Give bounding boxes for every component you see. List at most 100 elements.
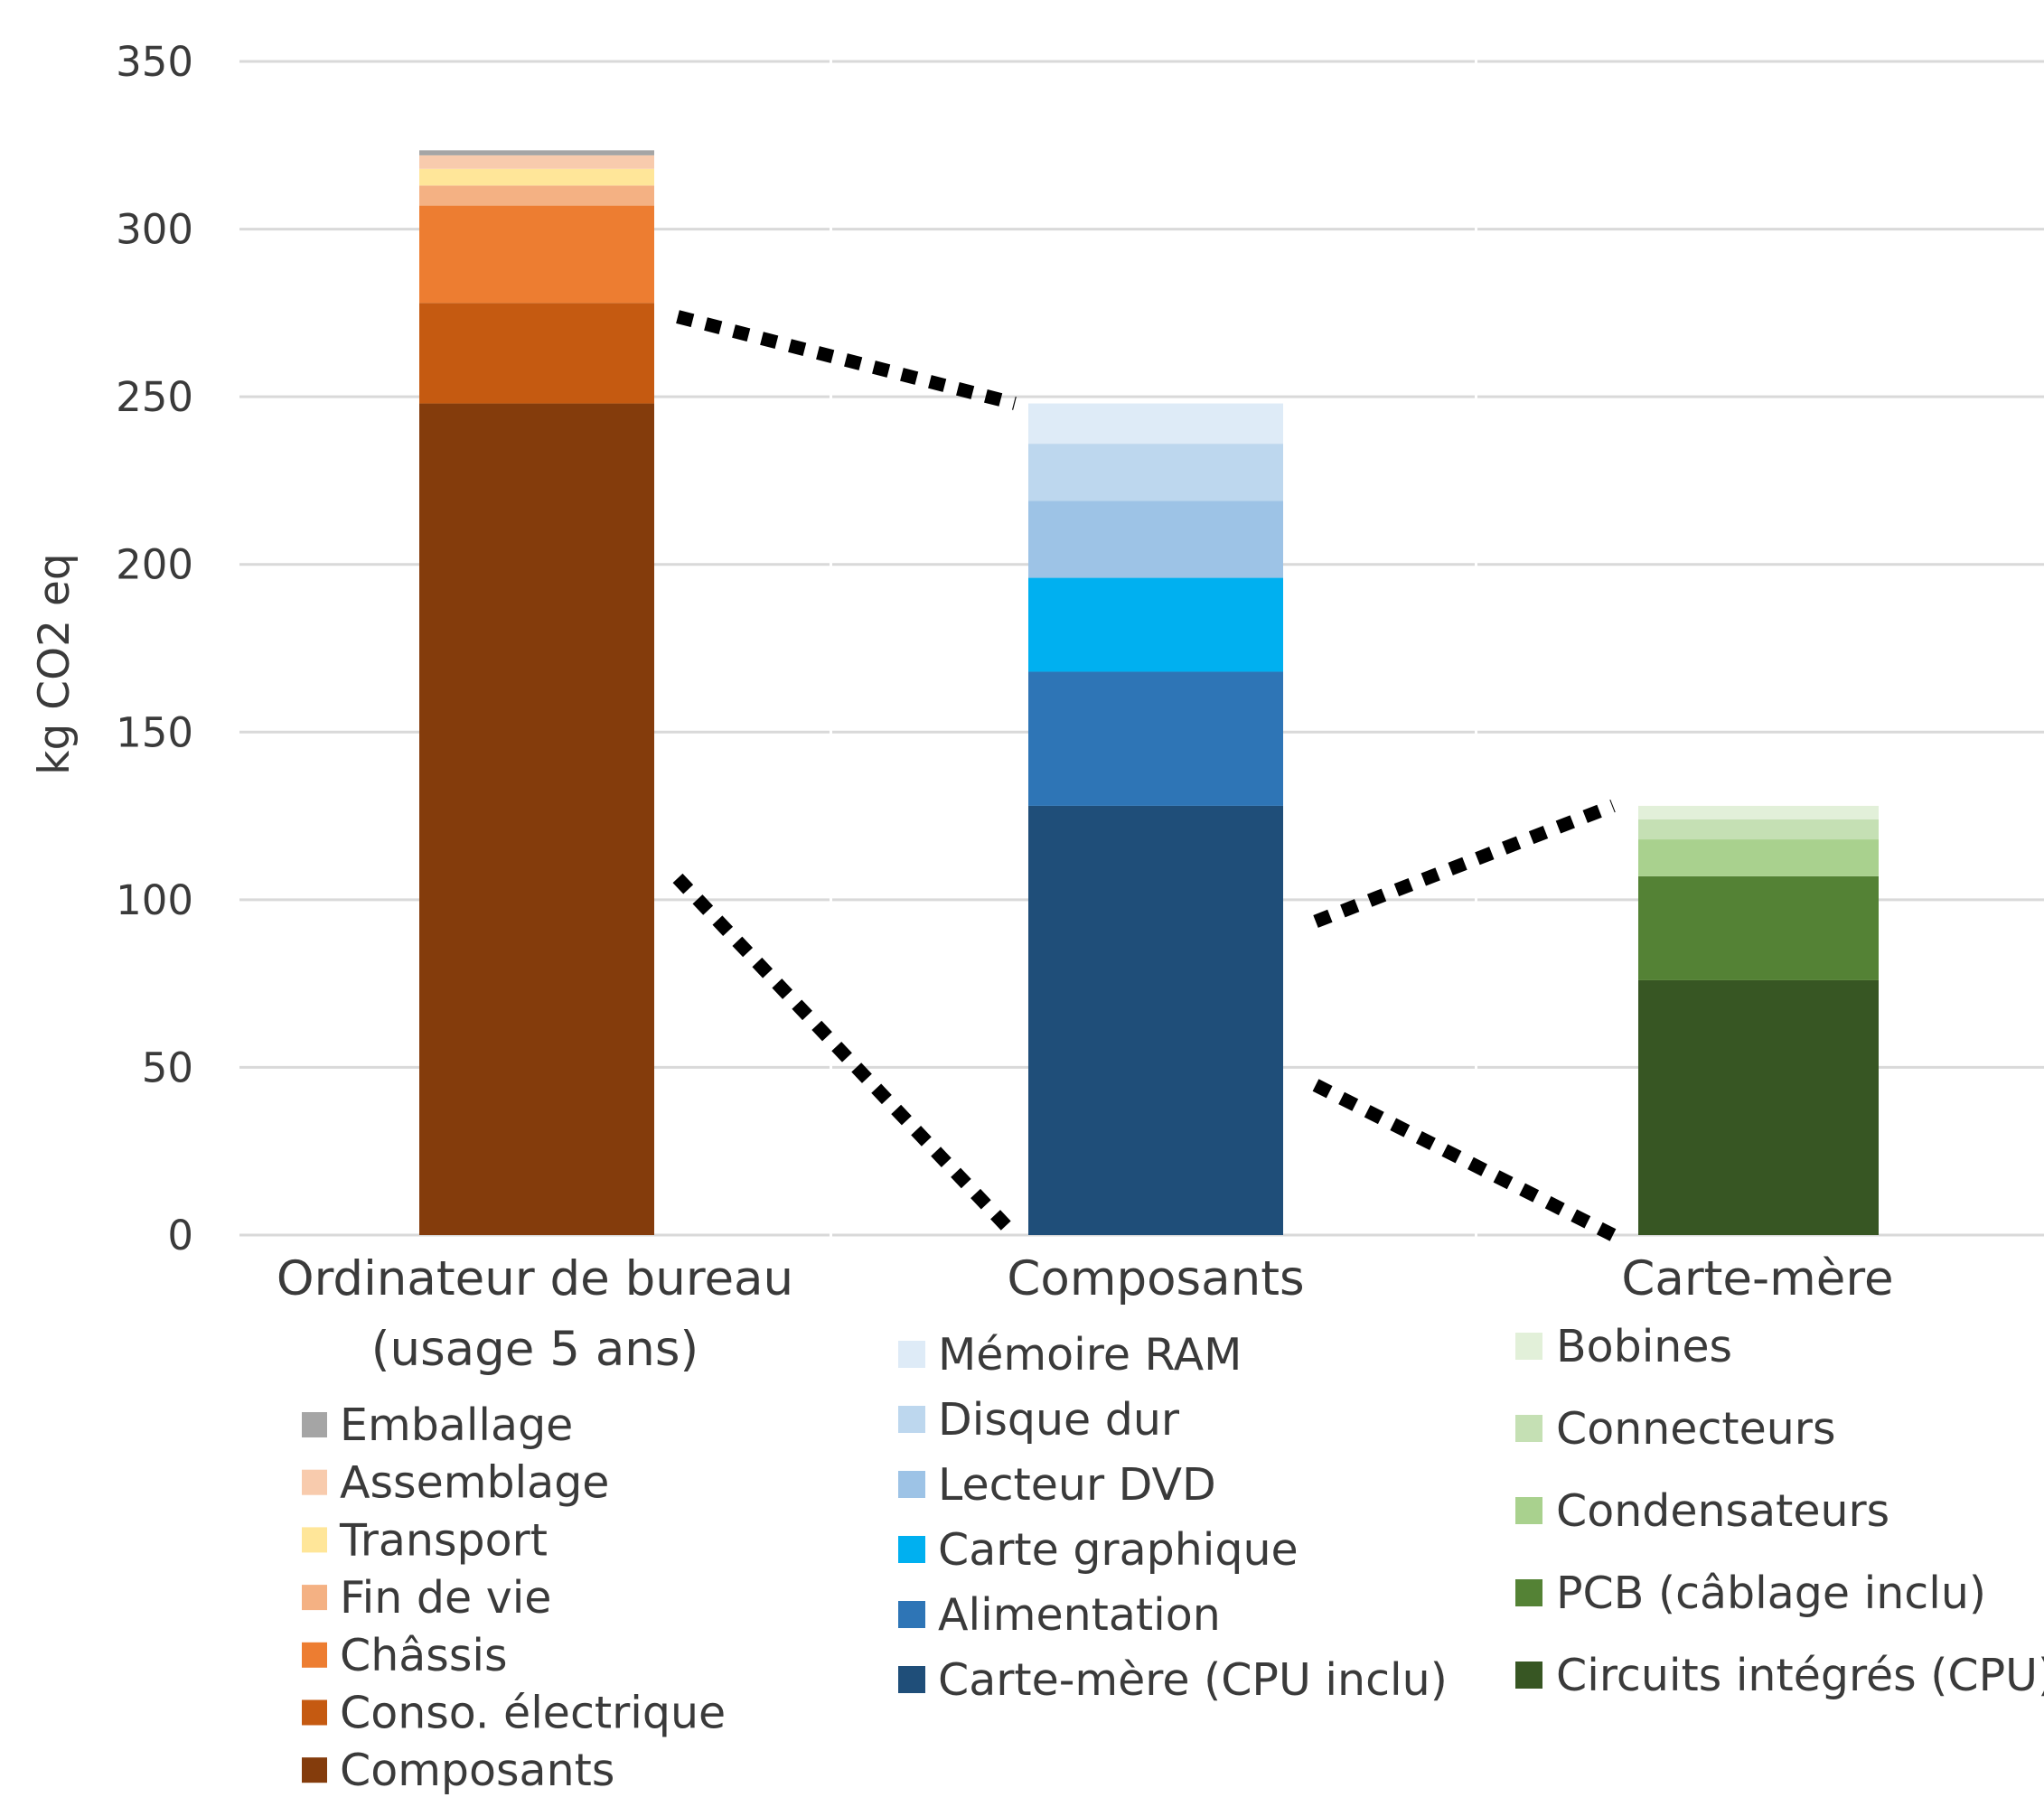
legend-swatch [302, 1585, 327, 1611]
bar-stack-carte-mere [1638, 805, 1879, 1235]
bar-segment-disque-dur [1028, 444, 1283, 501]
bar-segment-conso-electrique [419, 303, 654, 404]
legend-swatch [1515, 1579, 1542, 1606]
bar-segment-memoire-ram [1028, 403, 1283, 445]
legend-label: Condensateurs [1556, 1485, 1889, 1537]
legend-label: Composants [340, 1745, 614, 1796]
category-label: Composants [1007, 1251, 1304, 1306]
legend-item: Emballage [302, 1399, 573, 1451]
legend-swatch [1515, 1415, 1542, 1442]
legend-swatch [1515, 1497, 1542, 1524]
legend-label: Châssis [340, 1630, 508, 1681]
legend-label: Transport [339, 1514, 548, 1566]
legend-label: Bobines [1556, 1321, 1732, 1372]
legend-item: Bobines [1515, 1321, 1732, 1372]
legend-item: Connecteurs [1515, 1403, 1835, 1455]
bar-segment-pcb-cablage-inclu [1638, 875, 1879, 980]
bar-segment-alimentation [1028, 671, 1283, 806]
connector-lower [1312, 1079, 1617, 1241]
y-tick-label: 300 [116, 206, 193, 254]
y-tick-label: 50 [142, 1044, 193, 1091]
connector-upper [1313, 799, 1616, 928]
legend-label: PCB (câblage inclu) [1556, 1568, 1986, 1619]
legend-item: Transport [302, 1514, 548, 1566]
legend-label: Alimentation [938, 1589, 1221, 1641]
legend-swatch [898, 1536, 925, 1563]
bar-stack-ordinateur-de-bureau [419, 150, 654, 1236]
legend-item: Conso. électrique [302, 1688, 726, 1739]
bar-segment-carte-mere-cpu-inclu [1028, 805, 1283, 1235]
bar-segment-composants [419, 403, 654, 1236]
legend-item: Lecteur DVD [898, 1459, 1216, 1511]
bar-segment-chassis [419, 205, 654, 304]
legend-label: Assemblage [340, 1457, 609, 1509]
bar-segment-condensateurs [1638, 839, 1879, 876]
legend-label: Carte-mère (CPU inclu) [938, 1654, 1448, 1706]
y-tick-label: 250 [116, 373, 193, 421]
legend-swatch [898, 1471, 925, 1498]
legend-item: PCB (câblage inclu) [1515, 1568, 1986, 1619]
legend-item: Carte graphique [898, 1524, 1299, 1576]
legend-swatch [302, 1757, 327, 1783]
bar-segment-transport [419, 168, 654, 186]
legend-label: Disque dur [938, 1394, 1180, 1446]
legend-label: Connecteurs [1556, 1403, 1835, 1455]
zoom-connectors [672, 310, 1617, 1241]
bar-segment-carte-graphique [1028, 577, 1283, 672]
category-label: Carte-mère [1621, 1251, 1893, 1306]
legend-item: Condensateurs [1515, 1485, 1889, 1537]
legend-label: Carte graphique [938, 1524, 1299, 1576]
bar-segment-emballage [419, 150, 654, 155]
y-tick-label: 100 [116, 876, 193, 924]
legend-item: Châssis [302, 1630, 508, 1681]
connector-lower [672, 873, 1020, 1240]
bar-segment-assemblage [419, 154, 654, 169]
bar-segment-lecteur-dvd [1028, 501, 1283, 578]
legend-swatch [898, 1341, 925, 1368]
bars [419, 150, 1879, 1236]
legend-swatch [302, 1469, 327, 1495]
legend-item: Disque dur [898, 1394, 1180, 1446]
legend-swatch [1515, 1333, 1542, 1360]
y-tick-label: 150 [116, 708, 193, 756]
legend-swatch [302, 1699, 327, 1726]
category-label: Ordinateur de bureau [277, 1251, 793, 1306]
y-tick-label: 200 [116, 541, 193, 589]
legend-item: Circuits intégrés (CPU) [1515, 1650, 2044, 1701]
legend-swatch [1515, 1662, 1542, 1689]
legend-item: Fin de vie [302, 1572, 551, 1624]
category-labels: Ordinateur de bureau (usage 5 ans) Composa… [277, 1251, 1894, 1377]
bar-segment-connecteurs [1638, 819, 1879, 840]
legend-item: Alimentation [898, 1589, 1221, 1641]
legend-3: Bobines Connecteurs Condensateurs PCB (câbl… [1515, 1321, 2044, 1701]
legend-label: Emballage [340, 1399, 573, 1451]
legend-swatch [898, 1601, 925, 1628]
legend-label: Fin de vie [340, 1572, 551, 1624]
bar-segment-bobines [1638, 805, 1879, 819]
legend-item: Carte-mère (CPU inclu) [898, 1654, 1448, 1706]
legend-swatch [302, 1527, 327, 1553]
legend-label: Mémoire RAM [938, 1329, 1242, 1381]
legend-swatch [302, 1642, 327, 1668]
legend-swatch [898, 1666, 925, 1693]
category-label: (usage 5 ans) [371, 1322, 699, 1377]
legend-2: Mémoire RAM Disque dur Lecteur DVD Carte gr… [898, 1329, 1448, 1706]
legend-swatch [302, 1412, 327, 1437]
legend-swatch [898, 1406, 925, 1433]
legend-item: Composants [302, 1745, 614, 1796]
y-tick-label: 0 [167, 1212, 193, 1259]
connector-upper [676, 310, 1017, 410]
y-axis-title: kg CO2 eq [30, 553, 80, 774]
bar-segment-fin-de-vie [419, 185, 654, 206]
bar-stack-composants [1028, 403, 1283, 1235]
legend-item: Mémoire RAM [898, 1329, 1242, 1381]
legend-label: Conso. électrique [340, 1688, 726, 1739]
legend-label: Circuits intégrés (CPU) [1556, 1650, 2044, 1701]
y-axis-ticks: 0 50 100 150 200 250 300 350 [116, 38, 193, 1259]
legend-label: Lecteur DVD [938, 1459, 1216, 1511]
bar-segment-circuits-integres-cpu [1638, 979, 1879, 1235]
legend-item: Assemblage [302, 1457, 609, 1509]
